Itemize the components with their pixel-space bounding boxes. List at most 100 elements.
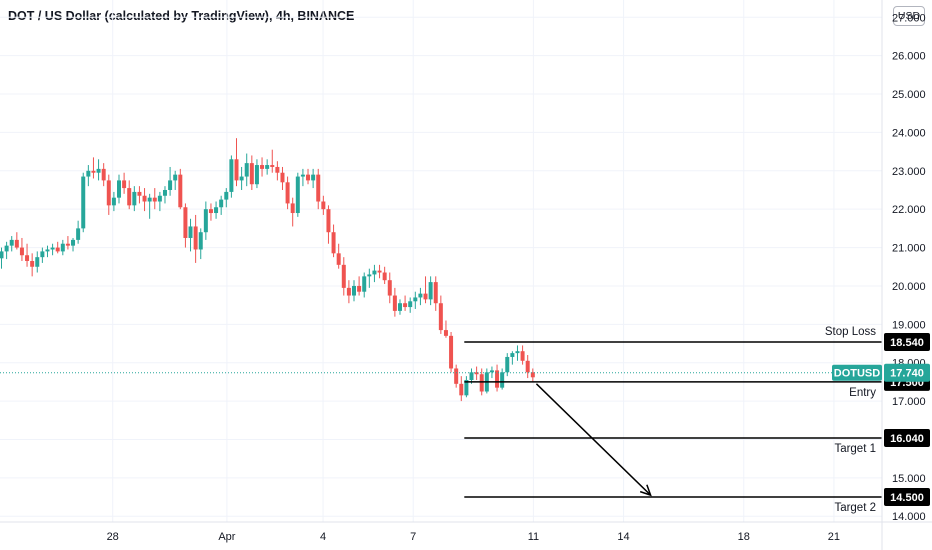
candle	[464, 376, 469, 398]
candle-body	[290, 203, 295, 214]
candle	[306, 168, 311, 185]
candle-body	[464, 379, 469, 396]
candle-body	[321, 201, 326, 210]
candle-body	[489, 370, 494, 373]
candle	[346, 280, 351, 304]
candle	[173, 170, 178, 190]
candle	[127, 180, 132, 210]
candle	[449, 332, 454, 373]
level-price-tag	[884, 332, 930, 351]
y-tick-label: 25.000	[892, 89, 926, 101]
y-tick-label: 15.000	[892, 473, 926, 485]
candle	[96, 159, 101, 181]
candle-body	[341, 264, 346, 288]
candle	[443, 320, 448, 338]
candle-body	[55, 247, 60, 252]
candle	[295, 172, 300, 217]
trade-arrow	[535, 383, 652, 497]
candle-body	[229, 159, 234, 192]
y-tick-label: 20.000	[892, 281, 926, 293]
candle	[515, 345, 520, 361]
candle-body	[198, 232, 203, 250]
candle	[101, 163, 106, 187]
chart-title: DOT / US Dollar (calculated by TradingVi…	[8, 9, 355, 23]
candle-body	[111, 197, 116, 206]
candle	[0, 247, 4, 269]
candle	[367, 268, 372, 288]
candle-body	[132, 191, 137, 206]
x-tick-label: Apr	[218, 531, 235, 543]
candle	[362, 272, 367, 298]
candle	[157, 191, 162, 212]
y-tick-label: 21.000	[892, 243, 926, 255]
symbol-tag-label: DOTUSD	[834, 368, 881, 380]
candle-body	[173, 174, 178, 181]
candle	[60, 239, 65, 256]
x-tick-label: 21	[828, 531, 840, 543]
candle	[275, 161, 280, 181]
candle	[285, 176, 290, 210]
candle-body	[495, 370, 500, 388]
candle-body	[510, 353, 515, 357]
candle-body	[377, 270, 382, 273]
candle	[45, 245, 50, 258]
candle-body	[127, 188, 132, 206]
candle-body	[25, 255, 30, 261]
candle-body	[433, 282, 438, 304]
candle	[71, 237, 76, 252]
candle	[418, 287, 423, 306]
candle-body	[357, 285, 362, 292]
candle-body	[76, 228, 81, 240]
candle-body	[35, 257, 40, 267]
level-label: Stop Loss	[825, 326, 876, 338]
candle-body	[162, 189, 167, 196]
candle-body	[449, 335, 454, 369]
candle-body	[157, 195, 162, 202]
candle-body	[0, 251, 4, 259]
candle-body	[183, 207, 188, 238]
candle	[438, 295, 443, 334]
x-tick-label: 28	[107, 531, 119, 543]
candle	[178, 168, 183, 210]
candle	[331, 224, 336, 258]
candle	[316, 168, 321, 210]
candle	[162, 186, 167, 204]
candle-body	[336, 253, 341, 265]
candle	[254, 159, 259, 189]
candle-body	[326, 209, 331, 233]
candle	[35, 251, 40, 273]
candle	[265, 159, 270, 175]
candle-body	[45, 249, 50, 252]
candle-body	[193, 226, 198, 250]
candle	[117, 174, 122, 204]
candle	[454, 364, 459, 388]
candle	[183, 203, 188, 248]
candle-body	[122, 180, 127, 189]
candle	[65, 236, 70, 250]
candle	[321, 195, 326, 215]
arrow-head	[639, 484, 652, 497]
candle	[219, 195, 224, 215]
candle	[55, 241, 60, 254]
candle-body	[137, 191, 142, 196]
y-tick-label: 22.000	[892, 204, 926, 216]
candle-body	[178, 174, 183, 208]
level-label: Entry	[849, 387, 876, 399]
candle	[229, 155, 234, 198]
candle	[280, 166, 285, 190]
candle-body	[352, 285, 357, 296]
candle-body	[50, 247, 55, 250]
candle	[336, 243, 341, 269]
candle	[142, 188, 147, 212]
candle	[106, 174, 111, 215]
level-price-tag-label: 14.500	[890, 492, 924, 504]
currency-button[interactable]: USD	[893, 6, 925, 26]
candle-body	[500, 372, 505, 388]
level-price-tag-label: 16.040	[890, 433, 924, 445]
candle-body	[382, 272, 387, 281]
candle	[341, 257, 346, 296]
candle-body	[403, 303, 408, 308]
candle-body	[142, 195, 147, 202]
